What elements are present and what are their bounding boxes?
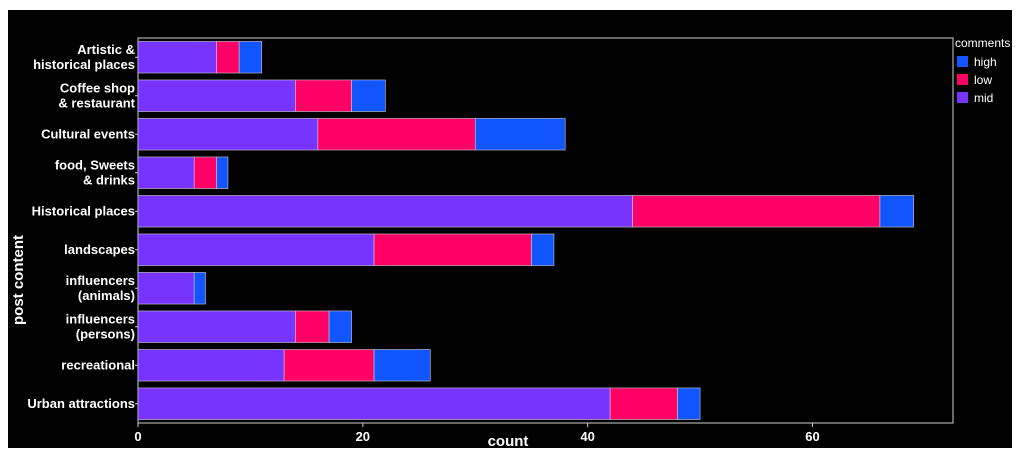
- category-label-line: (persons): [76, 326, 135, 341]
- bar-mid-3: [137, 156, 195, 189]
- bar-mid-9: [137, 387, 611, 420]
- bar-low-1: [295, 79, 352, 112]
- bar-mid-0: [137, 41, 217, 74]
- bars-group: [137, 41, 914, 420]
- bar-low-2: [317, 118, 476, 151]
- bar-high-5: [531, 233, 555, 266]
- legend-swatch-low: [957, 74, 968, 85]
- plot-border: [137, 37, 954, 424]
- category-label: Cultural events: [41, 126, 135, 141]
- category-label-line: (animals): [78, 288, 135, 303]
- category-label-line: historical places: [33, 57, 135, 72]
- legend-label-mid: mid: [974, 91, 993, 105]
- bar-mid-7: [137, 310, 296, 343]
- bar-low-0: [216, 41, 240, 74]
- category-label: food, Sweets & drinks: [55, 157, 135, 187]
- y-axis-title: post content: [10, 235, 27, 325]
- category-label-line: Cultural events: [41, 126, 135, 141]
- category-label: recreational: [61, 357, 135, 372]
- bar-low-5: [373, 233, 532, 266]
- bar-high-7: [328, 310, 352, 343]
- chart-frame: Artistic & historical places Coffee shop & …: [8, 10, 1012, 448]
- bar-low-9: [609, 387, 678, 420]
- bar-high-6: [193, 272, 206, 305]
- bar-high-4: [879, 195, 914, 228]
- bar-high-2: [474, 118, 566, 151]
- category-label-line: influencers: [66, 273, 135, 288]
- category-label: influencers (persons): [66, 311, 135, 341]
- category-label: Coffee shop & restaurant: [58, 80, 135, 110]
- x-tick-label: 60: [805, 429, 819, 444]
- legend-label-high: high: [974, 55, 997, 69]
- x-axis-title: count: [488, 433, 529, 448]
- bar-low-3: [193, 156, 217, 189]
- category-label: Historical places: [32, 203, 135, 218]
- category-label: landscapes: [64, 242, 135, 257]
- x-tick-label: 0: [134, 429, 141, 444]
- x-tick-label: 20: [356, 429, 370, 444]
- category-label-line: food, Sweets: [55, 157, 135, 172]
- bar-low-7: [295, 310, 330, 343]
- bar-mid-6: [137, 272, 195, 305]
- legend-title: comments: [955, 36, 1010, 50]
- category-label: Artistic & historical places: [33, 42, 135, 72]
- category-label-line: recreational: [61, 357, 135, 372]
- bar-low-4: [632, 195, 881, 228]
- category-label-line: Historical places: [32, 203, 135, 218]
- bar-mid-2: [137, 118, 319, 151]
- bar-mid-5: [137, 233, 375, 266]
- bar-high-9: [677, 387, 701, 420]
- category-label: Urban attractions: [27, 396, 135, 411]
- legend: comments high low mid: [955, 36, 1010, 105]
- category-label-line: Artistic &: [77, 42, 135, 57]
- legend-swatch-mid: [957, 92, 968, 103]
- category-label-line: & restaurant: [58, 95, 135, 110]
- category-label-line: Urban attractions: [27, 396, 135, 411]
- category-label-line: influencers: [66, 311, 135, 326]
- bar-high-8: [373, 349, 431, 382]
- category-label: influencers (animals): [66, 273, 135, 303]
- x-ticks: 0 20 40 60: [134, 423, 820, 444]
- legend-swatch-high: [957, 56, 968, 67]
- category-label-line: landscapes: [64, 242, 135, 257]
- bar-high-0: [238, 41, 262, 74]
- bar-high-3: [216, 156, 229, 189]
- legend-label-low: low: [974, 73, 992, 87]
- bar-low-8: [283, 349, 375, 382]
- bar-mid-1: [137, 79, 296, 112]
- bar-high-1: [351, 79, 386, 112]
- category-label-line: & drinks: [83, 172, 135, 187]
- bar-mid-8: [137, 349, 285, 382]
- category-label-line: Coffee shop: [60, 80, 135, 95]
- x-tick-label: 40: [580, 429, 594, 444]
- bar-mid-4: [137, 195, 633, 228]
